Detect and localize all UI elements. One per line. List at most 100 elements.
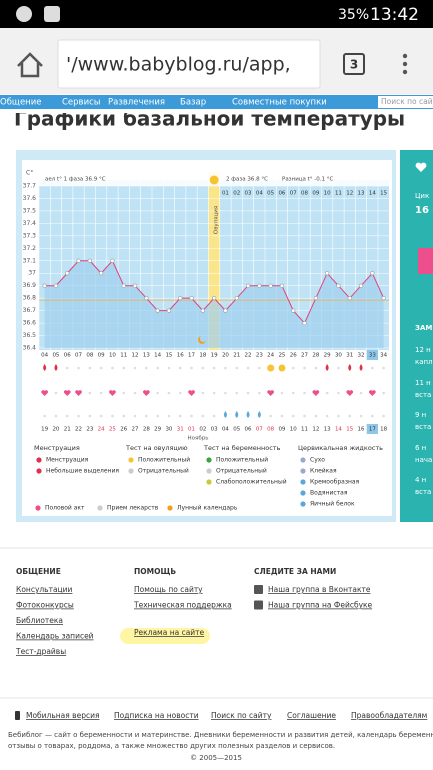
ovulation-dot [209,175,219,185]
phase-day: 14 [369,191,376,197]
sidebar-text: 12 н [415,346,431,354]
bottom-link[interactable]: Подписка на новости [114,711,199,720]
temp-point [302,320,307,326]
y-tick-label: 37 [28,270,36,277]
temp-point [381,296,386,301]
menu-icon[interactable] [402,53,408,75]
footer-link[interactable]: Наша группа на Фейсбуке [268,601,373,610]
date: 21 [64,427,71,433]
home-icon[interactable] [17,52,43,78]
empty-cell [77,414,80,418]
drop [246,411,250,418]
cycle-day: 17 [188,353,195,359]
drop [223,411,227,418]
footer-link[interactable]: Тест-драйвы [15,647,66,656]
bottom-link[interactable]: Соглашение [287,711,336,720]
date: 05 [233,427,240,433]
temp-point [144,296,149,301]
legend-icon [300,501,306,507]
drop [54,364,58,371]
empty-cell [291,366,295,370]
date: 13 [324,427,331,433]
nav-link[interactable]: Развлечения [108,98,165,108]
cycle-day: 28 [312,353,319,359]
sidebar-text: нача [415,456,432,464]
date: 26 [120,427,127,433]
empty-cell [65,366,69,370]
empty-cell [371,366,374,370]
footer-link[interactable]: Консультации [16,585,73,594]
y-tick-label: 36.4 [23,345,37,352]
temp-point [358,283,364,288]
bottom-link[interactable]: Мобильная версия [26,711,99,720]
cycle-day: 25 [278,353,285,359]
heart [415,162,427,172]
temp-point [155,308,160,313]
empty-cell [359,414,363,418]
search-placeholder[interactable]: Поиск по сайт [381,97,433,106]
cycle-day: 13 [143,353,150,359]
footer-link[interactable]: Фотоконкурсы [16,601,74,610]
footer-link[interactable]: Наша группа в Вконтакте [268,585,371,594]
nav-link[interactable]: Базар [180,98,206,108]
nav-link[interactable]: Совместные покупки [232,98,327,108]
empty-cell [337,414,340,418]
phase-label: 2 фаза 36.8 °C [226,177,268,183]
footer-link[interactable]: Реклама на сайте [134,628,205,637]
bottom-link[interactable]: Правообладателям [351,711,427,720]
cycle-day: 20 [222,353,229,359]
y-tick-label: 37.7 [23,183,37,190]
empty-cell [337,391,340,395]
footer-link[interactable]: Техническая поддержка [133,601,232,610]
footer-link[interactable]: Календарь записей [16,632,94,641]
empty-cell [246,366,250,370]
empty-cell [54,414,58,418]
footer-link[interactable]: Помощь по сайту [134,585,203,594]
nav-link[interactable]: Общение [0,98,41,108]
footer-heading: ОБЩЕНИЕ [16,567,61,576]
tabs-box[interactable] [343,53,365,75]
empty-cell [291,414,295,418]
y-tick-label: 36.5 [23,332,37,339]
url-box[interactable] [57,39,321,89]
date: 09 [278,427,285,433]
temp-point [212,296,217,301]
sidebar-text: капл [415,358,433,366]
temp-point [110,258,115,263]
legend-item: Половой акт [45,505,85,512]
empty-cell [235,366,239,370]
nav-link[interactable]: Сервисы [62,98,100,108]
legend-item: Сухо [310,457,325,464]
legend-icon [206,479,212,485]
empty-cell [303,366,306,370]
legend-item: Положительный [216,457,268,464]
sidebar-text: 4 н [415,476,426,484]
highlight [120,628,210,644]
empty-cell [167,366,171,370]
bottom-link[interactable]: Поиск по сайту [211,711,272,720]
tab-count[interactable]: 3 [350,58,358,72]
legend-title: Цервикальная жидкость [298,444,383,452]
phase-day: 01 [222,191,229,197]
sidebar-button[interactable] [418,248,433,274]
sidebar-text: 16 С [415,205,433,216]
ovu-test [278,364,286,372]
empty-cell [348,414,352,418]
temp-point [99,271,104,276]
heart [63,390,71,396]
empty-cell [201,414,205,418]
cycle-day: 10 [109,353,116,359]
app-icon [44,6,60,22]
temp-point [200,308,205,313]
footer-link[interactable]: Библиотека [16,616,63,625]
drop [257,411,261,418]
temp-point [121,283,126,288]
status-bar [0,0,433,28]
drop [359,364,363,371]
url-text[interactable]: '/www.babyblog.ru/app, [66,54,291,76]
temp-point [87,258,92,263]
y-tick-label: 36.6 [23,320,37,327]
search-box[interactable] [378,96,433,108]
date: 01 [188,427,195,433]
